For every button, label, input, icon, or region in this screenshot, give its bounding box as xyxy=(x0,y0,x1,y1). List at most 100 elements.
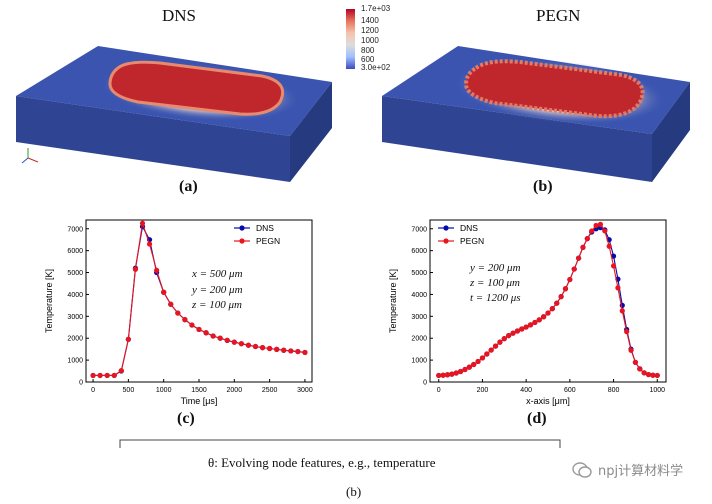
chart-d-annotation: y = 200 μm xyxy=(470,262,521,274)
data-point-pegn xyxy=(645,371,652,378)
data-point-pegn xyxy=(593,222,599,229)
colorbar-tick: 1200 xyxy=(361,26,379,35)
caption-a: (a) xyxy=(179,178,198,195)
y-tick-label: 3000 xyxy=(411,314,427,321)
dns-slab xyxy=(16,46,332,182)
colorbar-min-label: 3.0e+02 xyxy=(361,63,391,72)
data-point-pegn xyxy=(471,361,477,368)
data-point-pegn xyxy=(637,366,643,372)
data-point-pegn xyxy=(189,322,195,328)
data-point-pegn xyxy=(527,322,534,328)
pegn-slab xyxy=(382,46,690,182)
data-point-pegn xyxy=(132,266,139,272)
legend-marker xyxy=(239,238,245,244)
colorbar-tick: 1400 xyxy=(361,16,379,25)
x-tick-label: 0 xyxy=(437,387,441,394)
data-point-pegn xyxy=(501,336,507,342)
data-point-pegn xyxy=(231,339,237,345)
data-point-pegn xyxy=(161,289,167,295)
legend-label: PEGN xyxy=(460,236,484,246)
legend-label: DNS xyxy=(256,223,274,233)
data-point-pegn xyxy=(654,372,660,379)
data-point-pegn xyxy=(168,301,174,307)
data-point-pegn xyxy=(554,300,560,306)
data-point-pegn xyxy=(238,341,244,347)
y-tick-label: 3000 xyxy=(67,314,83,321)
wechat-icon xyxy=(572,461,592,478)
x-tick-label: 400 xyxy=(520,387,532,394)
y-tick-label: 0 xyxy=(79,380,83,387)
data-point-pegn xyxy=(288,348,294,354)
watermark: npj计算材料学 xyxy=(572,460,683,479)
data-point-pegn xyxy=(589,228,595,234)
data-point-pegn xyxy=(295,348,301,355)
data-point-pegn xyxy=(510,330,516,336)
caption-b: (b) xyxy=(533,178,553,195)
data-point-pegn xyxy=(650,372,656,378)
data-point-pegn xyxy=(484,351,490,357)
y-tick-label: 2000 xyxy=(67,336,83,343)
chart-c-annotation: z = 100 μm xyxy=(192,299,242,311)
data-point-pegn xyxy=(628,347,634,353)
y-tick-label: 1000 xyxy=(67,358,83,365)
data-point-pegn xyxy=(497,339,503,345)
data-point-pegn xyxy=(274,346,280,352)
simulation-renders xyxy=(16,46,690,182)
axis-triad-icon xyxy=(21,148,39,164)
data-point-pegn xyxy=(203,330,209,336)
plot-frame xyxy=(429,219,667,383)
data-point-pegn xyxy=(567,276,573,283)
data-point-pegn xyxy=(479,355,486,361)
data-point-pegn xyxy=(281,347,287,353)
x-axis-label: Time [μs] xyxy=(181,396,218,406)
colorbar-tick: 600 xyxy=(361,55,375,64)
panel-b-title: PEGN xyxy=(536,6,581,25)
data-point-pegn xyxy=(519,326,525,332)
watermark-text: npj计算材料学 xyxy=(598,464,684,479)
data-point-pegn xyxy=(602,228,608,234)
chart-c-annotation: x = 500 μm xyxy=(192,268,243,280)
data-point-pegn xyxy=(514,328,521,334)
data-point-pegn xyxy=(523,324,529,330)
colorbar-tick: 1000 xyxy=(361,36,379,45)
data-point-pegn xyxy=(571,266,577,272)
data-point-pegn xyxy=(536,317,542,323)
data-point-pegn xyxy=(610,263,617,269)
data-point-pegn xyxy=(210,333,216,339)
y-axis-label: Temperature [K] xyxy=(44,269,54,333)
caption-d: (d) xyxy=(527,410,547,427)
chart-c-annotation: y = 200 μm xyxy=(192,284,243,296)
y-tick-label: 2000 xyxy=(411,336,427,343)
feature-bracket xyxy=(119,439,561,448)
data-point-pegn xyxy=(492,343,499,349)
chart-temperature-vs-time: 0 500 1000 1500 2000 2500 3000 0 1000 2000 3000 400… xyxy=(44,219,313,406)
legend-marker xyxy=(443,225,449,231)
data-point-pegn xyxy=(182,317,188,323)
data-point-pegn xyxy=(104,372,110,379)
data-point-pegn xyxy=(584,236,590,242)
x-tick-label: 1500 xyxy=(191,387,207,394)
colorbar-max-label: 1.7e+03 xyxy=(361,4,391,13)
data-point-pegn xyxy=(532,319,538,326)
chart-temperature-vs-x: 0 200 400 600 800 1000 0 1000 2000 3000 4000 5000 60… xyxy=(388,219,667,406)
data-point-pegn xyxy=(259,345,266,351)
data-point-pegn xyxy=(632,359,639,365)
x-tick-label: 800 xyxy=(608,387,620,394)
colorbar xyxy=(346,9,355,69)
figure-caption: (b) xyxy=(346,484,362,499)
x-tick-label: 1000 xyxy=(156,387,172,394)
legend-marker xyxy=(443,238,449,244)
bracket-text: θ: Evolving node features, e.g., tempera… xyxy=(208,455,436,470)
data-point-pegn xyxy=(196,326,202,333)
y-tick-label: 4000 xyxy=(67,292,83,299)
data-point-pegn xyxy=(440,372,446,378)
legend-marker xyxy=(239,225,245,231)
y-tick-label: 5000 xyxy=(67,270,83,277)
data-point-pegn xyxy=(641,370,647,376)
data-point-pegn xyxy=(619,308,625,314)
x-tick-label: 0 xyxy=(91,387,95,394)
data-point-pegn xyxy=(154,267,160,273)
y-tick-label: 6000 xyxy=(411,248,427,255)
y-tick-label: 7000 xyxy=(67,226,83,233)
x-tick-label: 3000 xyxy=(297,387,313,394)
